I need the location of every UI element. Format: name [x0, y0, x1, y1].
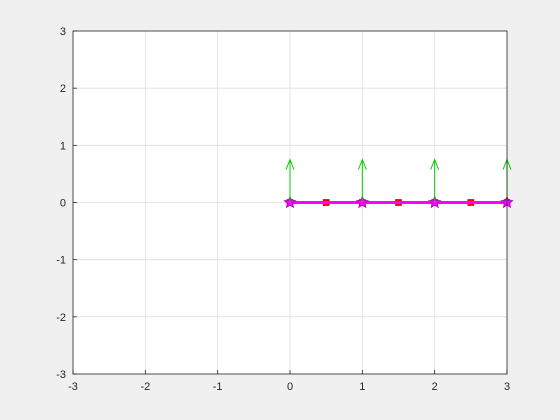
x-tick-label: -3 — [68, 381, 78, 393]
y-tick-label: -1 — [56, 255, 66, 267]
x-tick-label: 0 — [287, 381, 293, 393]
vector-arrow — [357, 158, 367, 203]
vector-arrow — [430, 158, 440, 203]
x-tick-label: -2 — [140, 381, 150, 393]
y-tick-label: 0 — [60, 198, 66, 210]
y-tick-label: 1 — [60, 140, 66, 152]
arrow-head — [285, 158, 295, 170]
arrow-head — [430, 158, 440, 170]
x-tick-label: -1 — [213, 381, 223, 393]
y-tick-label: 2 — [60, 83, 66, 95]
x-tick-label: 1 — [359, 381, 365, 393]
vector-arrow — [285, 158, 295, 203]
x-tick-label: 3 — [504, 381, 510, 393]
y-axis: 3 2 1 0 -1 -2 -3 — [56, 26, 77, 381]
y-tick-label: 3 — [60, 26, 66, 38]
x-tick-label: 2 — [432, 381, 438, 393]
x-axis: -3 -2 -1 0 1 2 3 — [68, 370, 510, 393]
arrow-head — [357, 158, 367, 170]
y-tick-label: -2 — [56, 312, 66, 324]
y-tick-label: -3 — [56, 369, 66, 381]
